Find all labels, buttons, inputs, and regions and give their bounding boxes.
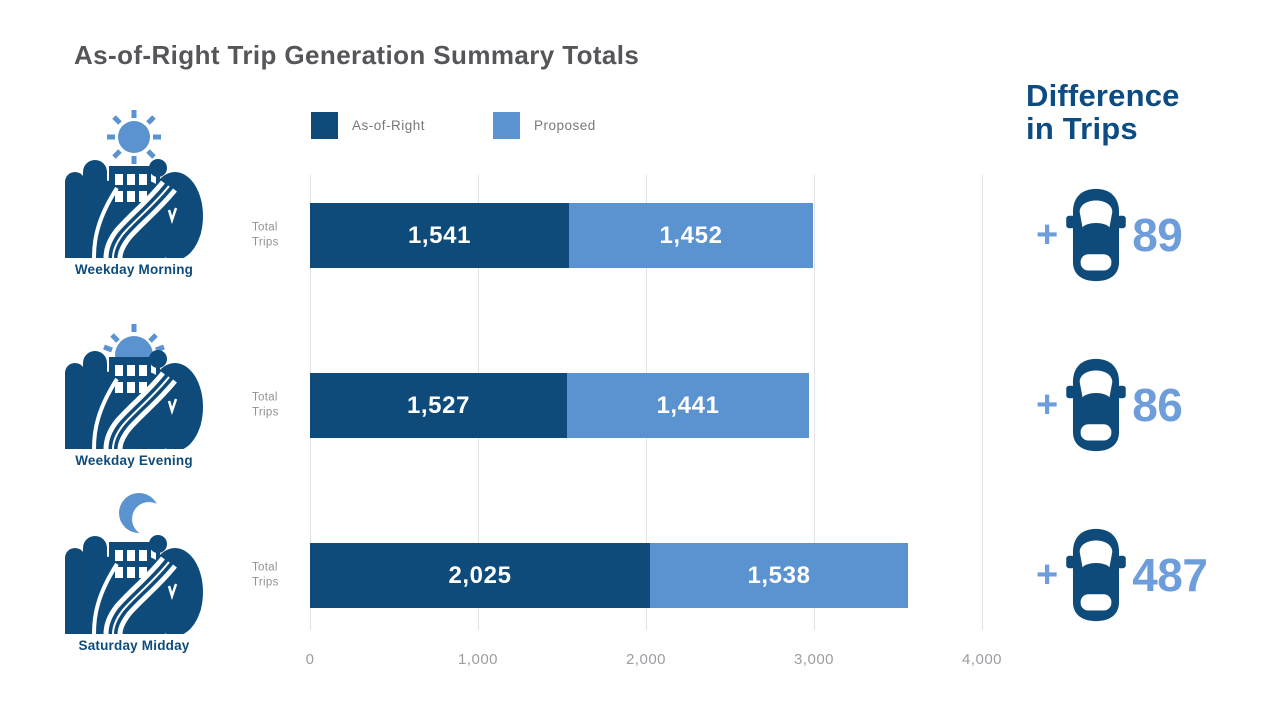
- saturday-midday-illustration: [59, 493, 209, 636]
- legend-swatch-proposed: [493, 112, 520, 139]
- category-label-weekday-evening: Weekday Evening: [75, 453, 193, 468]
- gridline: [982, 175, 983, 630]
- x-axis-tick-label: 0: [305, 651, 315, 668]
- difference-value: 86: [1132, 379, 1183, 431]
- difference-header-line1: Difference: [1026, 78, 1180, 113]
- total-trips-label: Total Trips: [252, 390, 279, 419]
- legend-item-proposed: Proposed: [493, 112, 596, 139]
- sun-icon: [107, 110, 161, 164]
- plus-sign: +: [1036, 213, 1059, 256]
- car-icon: [1065, 527, 1127, 623]
- page-title: As-of-Right Trip Generation Summary Tota…: [74, 40, 640, 70]
- bar-row: Total Trips 1,541 1,452: [252, 203, 813, 268]
- bar-value-label: 1,527: [406, 391, 471, 419]
- icon-block-weekday-morning: Weekday Morning: [59, 110, 209, 277]
- difference-value: 89: [1132, 209, 1183, 261]
- difference-row: +89: [1036, 187, 1183, 283]
- bar-segment-as-of-right: 1,527: [310, 373, 567, 438]
- total-trips-label: Total Trips: [252, 560, 279, 589]
- legend-label-proposed: Proposed: [534, 118, 596, 133]
- bar-value-label: 1,538: [747, 561, 811, 589]
- bar-segment-as-of-right: 1,541: [310, 203, 569, 268]
- car-icon: [1065, 357, 1127, 453]
- icon-block-weekday-evening: Weekday Evening: [59, 301, 209, 468]
- cityscape-icon: [65, 159, 203, 260]
- gridline: [814, 175, 815, 630]
- difference-value: 487: [1132, 549, 1208, 601]
- bar-segment-as-of-right: 2,025: [310, 543, 650, 608]
- cityscape-icon: [65, 350, 203, 451]
- difference-row: +86: [1036, 357, 1183, 453]
- category-label-weekday-morning: Weekday Morning: [74, 262, 194, 277]
- category-label-saturday-midday: Saturday Midday: [78, 638, 190, 653]
- icon-block-saturday-midday: Saturday Midday: [59, 486, 209, 653]
- bar-value-label: 1,441: [656, 391, 720, 419]
- plus-sign: +: [1036, 383, 1059, 426]
- legend-label-as-of-right: As-of-Right: [352, 118, 426, 133]
- x-axis-tick-label: 3,000: [793, 651, 835, 668]
- bar-segment-proposed: 1,538: [650, 543, 908, 608]
- cityscape-icon: [65, 535, 203, 636]
- difference-header-line2: in Trips: [1026, 110, 1138, 146]
- weekday-morning-illustration: [59, 110, 209, 260]
- bar-value-label: 2,025: [448, 561, 512, 589]
- bar-segment-proposed: 1,452: [569, 203, 813, 268]
- total-trips-label: Total Trips: [252, 220, 279, 249]
- moon-icon: [119, 493, 159, 533]
- car-icon: [1065, 187, 1127, 283]
- bar-row: Total Trips 1,527 1,441: [252, 373, 809, 438]
- legend-item-as-of-right: As-of-Right: [311, 112, 425, 139]
- bar-row: Total Trips 2,025 1,538: [252, 543, 908, 608]
- difference-row: +487: [1036, 527, 1208, 623]
- legend-swatch-as-of-right: [311, 112, 338, 139]
- x-axis-tick-label: 4,000: [961, 651, 1003, 668]
- difference-header: Difference in Trips: [1026, 78, 1180, 146]
- bar-value-label: 1,541: [407, 221, 472, 249]
- bar-segment-proposed: 1,441: [567, 373, 809, 438]
- x-axis-tick-label: 2,000: [625, 651, 667, 668]
- x-axis-tick-label: 1,000: [457, 651, 499, 668]
- plus-sign: +: [1036, 553, 1059, 596]
- weekday-evening-illustration: [59, 324, 209, 451]
- bar-value-label: 1,452: [659, 221, 723, 249]
